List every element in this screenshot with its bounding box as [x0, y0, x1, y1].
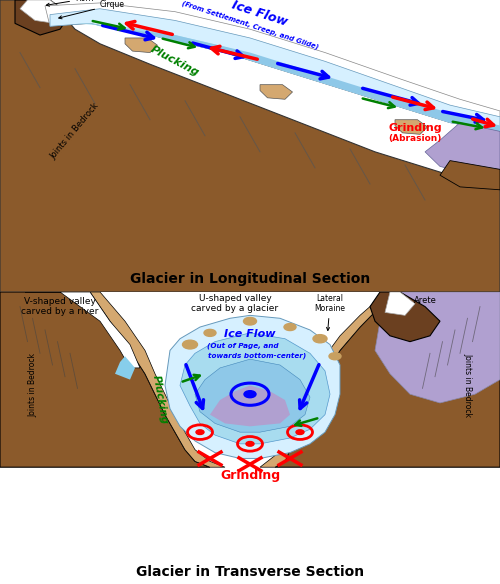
Circle shape [313, 335, 327, 343]
Text: towards bottom-center): towards bottom-center) [208, 352, 306, 359]
Polygon shape [375, 292, 500, 403]
Circle shape [246, 442, 254, 446]
Text: Ice Flow: Ice Flow [224, 329, 276, 339]
Circle shape [329, 353, 341, 360]
Polygon shape [275, 292, 500, 467]
Polygon shape [125, 38, 158, 53]
Text: (Out of Page, and: (Out of Page, and [206, 343, 279, 349]
Text: Grinding: Grinding [388, 123, 442, 134]
Polygon shape [45, 3, 500, 131]
Polygon shape [0, 292, 210, 467]
Polygon shape [195, 359, 310, 432]
Circle shape [296, 430, 304, 434]
Text: Glacier in Transverse Section: Glacier in Transverse Section [136, 565, 364, 579]
Circle shape [182, 340, 198, 349]
Polygon shape [180, 333, 330, 444]
Polygon shape [90, 292, 225, 467]
Polygon shape [50, 9, 500, 131]
Polygon shape [75, 23, 500, 131]
Polygon shape [0, 0, 500, 292]
Polygon shape [115, 356, 135, 380]
Circle shape [196, 430, 204, 434]
Text: Cirque: Cirque [59, 1, 125, 19]
Polygon shape [25, 292, 140, 368]
Text: Ice Flow: Ice Flow [230, 0, 290, 28]
Polygon shape [210, 385, 290, 426]
Text: V-shaped valley
carved by a river: V-shaped valley carved by a river [22, 297, 99, 317]
Text: Horn: Horn [46, 0, 94, 6]
Text: Joints in Bedrock: Joints in Bedrock [49, 102, 101, 161]
Text: Grinding: Grinding [220, 470, 280, 482]
Polygon shape [440, 161, 500, 190]
Text: Joints in Bedrock: Joints in Bedrock [463, 353, 472, 418]
Polygon shape [90, 23, 500, 131]
Text: Glacier in Longitudinal Section: Glacier in Longitudinal Section [130, 272, 370, 286]
Circle shape [284, 324, 296, 331]
Text: (Abrasion): (Abrasion) [388, 134, 442, 143]
Polygon shape [425, 123, 500, 175]
Polygon shape [395, 120, 428, 134]
Polygon shape [15, 0, 70, 35]
Circle shape [204, 329, 216, 336]
Polygon shape [370, 292, 440, 342]
Circle shape [244, 318, 256, 325]
Text: Plucking: Plucking [151, 375, 169, 425]
Text: Lateral
Moraine: Lateral Moraine [314, 294, 346, 331]
Polygon shape [165, 315, 340, 458]
Text: U-shaped valley
carved by a glacier: U-shaped valley carved by a glacier [192, 294, 278, 314]
Text: (From Settlement, Creep, and Glide): (From Settlement, Creep, and Glide) [181, 0, 319, 50]
Text: Plucking: Plucking [149, 44, 201, 78]
Polygon shape [20, 0, 65, 23]
Polygon shape [260, 292, 400, 467]
Text: Joints in Bedrock: Joints in Bedrock [28, 353, 37, 418]
Text: Arete: Arete [414, 297, 436, 305]
Circle shape [244, 391, 256, 398]
Polygon shape [385, 292, 415, 315]
Polygon shape [260, 85, 292, 99]
